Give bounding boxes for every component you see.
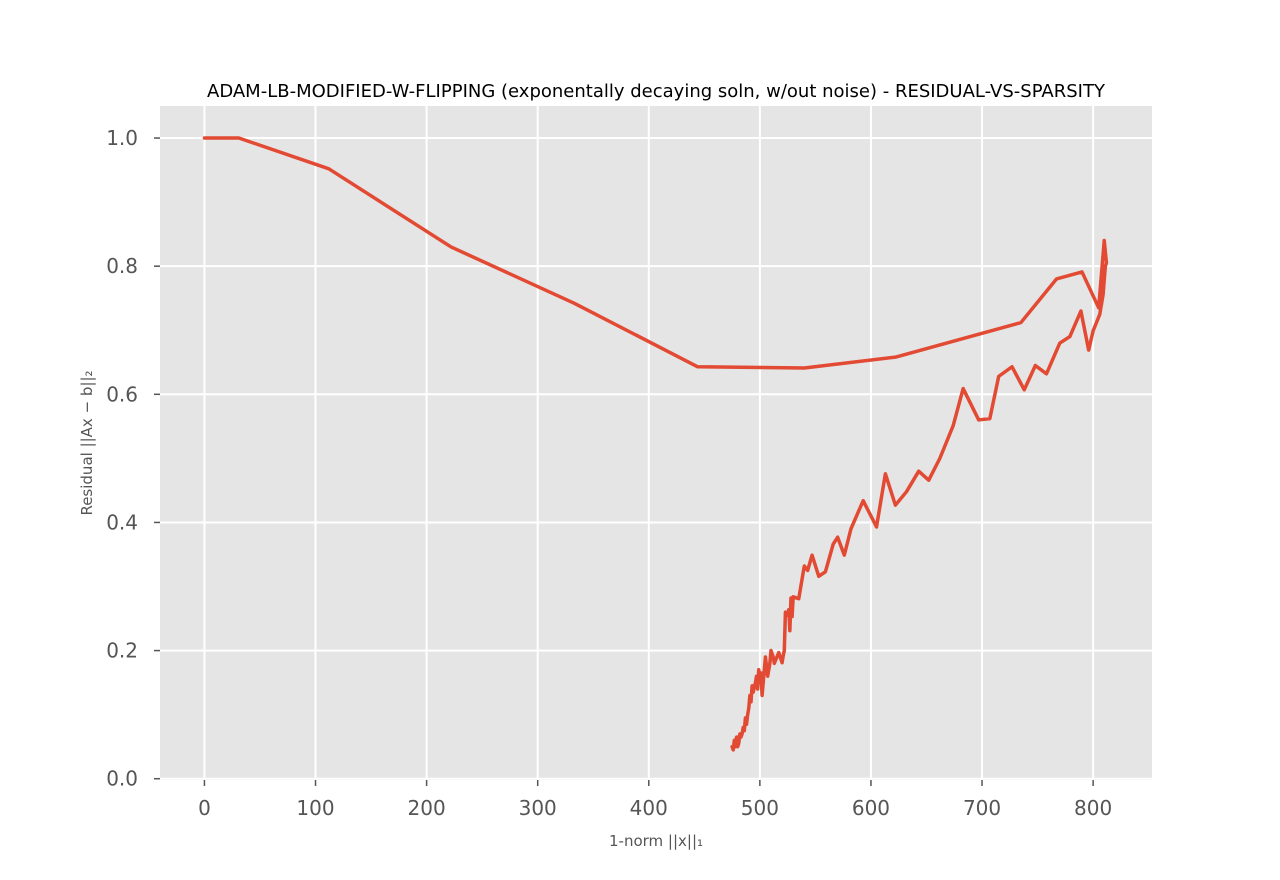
x-tick-label: 100 <box>296 796 334 820</box>
y-tick-label: 0.2 <box>106 639 138 663</box>
series-line-0 <box>202 136 1109 752</box>
x-tick-label: 800 <box>1074 796 1112 820</box>
x-tick-label: 700 <box>963 796 1001 820</box>
y-tick-label: 0.6 <box>106 382 138 406</box>
chart-title: ADAM-LB-MODIFIED-W-FLIPPING (exponentall… <box>207 81 1106 102</box>
plot-area-background <box>160 106 1152 780</box>
series-layer <box>202 136 1109 752</box>
y-tick-label: 0.4 <box>106 510 138 534</box>
x-tick-label: 400 <box>630 796 668 820</box>
x-tick-label: 600 <box>852 796 890 820</box>
x-axis-label: 1-norm ||x||₁ <box>609 832 703 850</box>
x-tick-label: 300 <box>519 796 557 820</box>
y-tick-label: 0.0 <box>106 767 138 791</box>
grid <box>160 106 1152 780</box>
y-tick-label: 0.8 <box>106 254 138 278</box>
x-tick-label: 500 <box>741 796 779 820</box>
x-tick-label: 0 <box>198 796 211 820</box>
y-axis-label: Residual ||Ax − b||₂ <box>78 370 96 515</box>
y-tick-label: 1.0 <box>106 126 138 150</box>
tick-layer: 0 100 200 300 400 500 600 700 800 0.0 0.2 0.4 0.6 0.8… <box>106 126 1112 820</box>
x-tick-label: 200 <box>408 796 446 820</box>
